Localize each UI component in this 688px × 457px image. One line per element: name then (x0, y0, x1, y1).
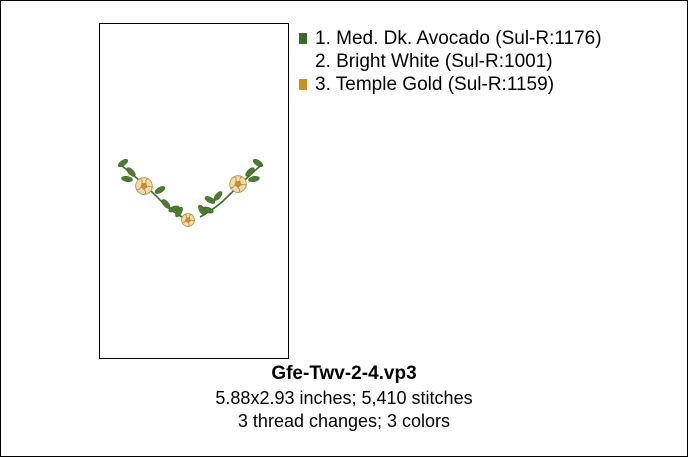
design-size-stitches: 5.88x2.93 inches; 5,410 stitches (215, 388, 473, 408)
color-swatch-2 (299, 56, 307, 67)
design-preview-frame (99, 23, 289, 359)
thread-color-2: 2. Bright White (Sul-R:1001) (299, 50, 602, 73)
thread-color-3-label: 3. Temple Gold (Sul-R:1159) (315, 74, 555, 95)
flower-center (235, 181, 241, 187)
leaf (248, 175, 260, 183)
leaf (154, 186, 166, 194)
thread-color-3: 3. Temple Gold (Sul-R:1159) (299, 73, 602, 96)
file-name: Gfe-Twv-2-4.vp3 (271, 363, 417, 384)
thread-color-1: 1. Med. Dk. Avocado (Sul-R:1176) (299, 27, 602, 50)
leaf (198, 204, 206, 216)
leaf (126, 167, 136, 177)
leaf (117, 158, 129, 168)
leaf (121, 175, 133, 183)
leaf (204, 196, 216, 204)
thread-color-list: 1. Med. Dk. Avocado (Sul-R:1176) 2. Brig… (299, 27, 602, 96)
floral-garland (117, 158, 264, 227)
leaf (213, 191, 223, 201)
leaf (252, 158, 264, 168)
color-swatch-1 (299, 33, 307, 44)
thread-color-1-label: 1. Med. Dk. Avocado (Sul-R:1176) (315, 28, 602, 49)
leaf (245, 167, 255, 177)
color-swatch-3 (299, 79, 307, 90)
flower-center (185, 217, 191, 223)
embroidery-design (117, 158, 264, 227)
thread-color-2-label: 2. Bright White (Sul-R:1001) (315, 51, 553, 72)
flower-center (141, 183, 147, 189)
leaf (175, 206, 183, 218)
thread-changes-colors: 3 thread changes; 3 colors (237, 411, 451, 431)
